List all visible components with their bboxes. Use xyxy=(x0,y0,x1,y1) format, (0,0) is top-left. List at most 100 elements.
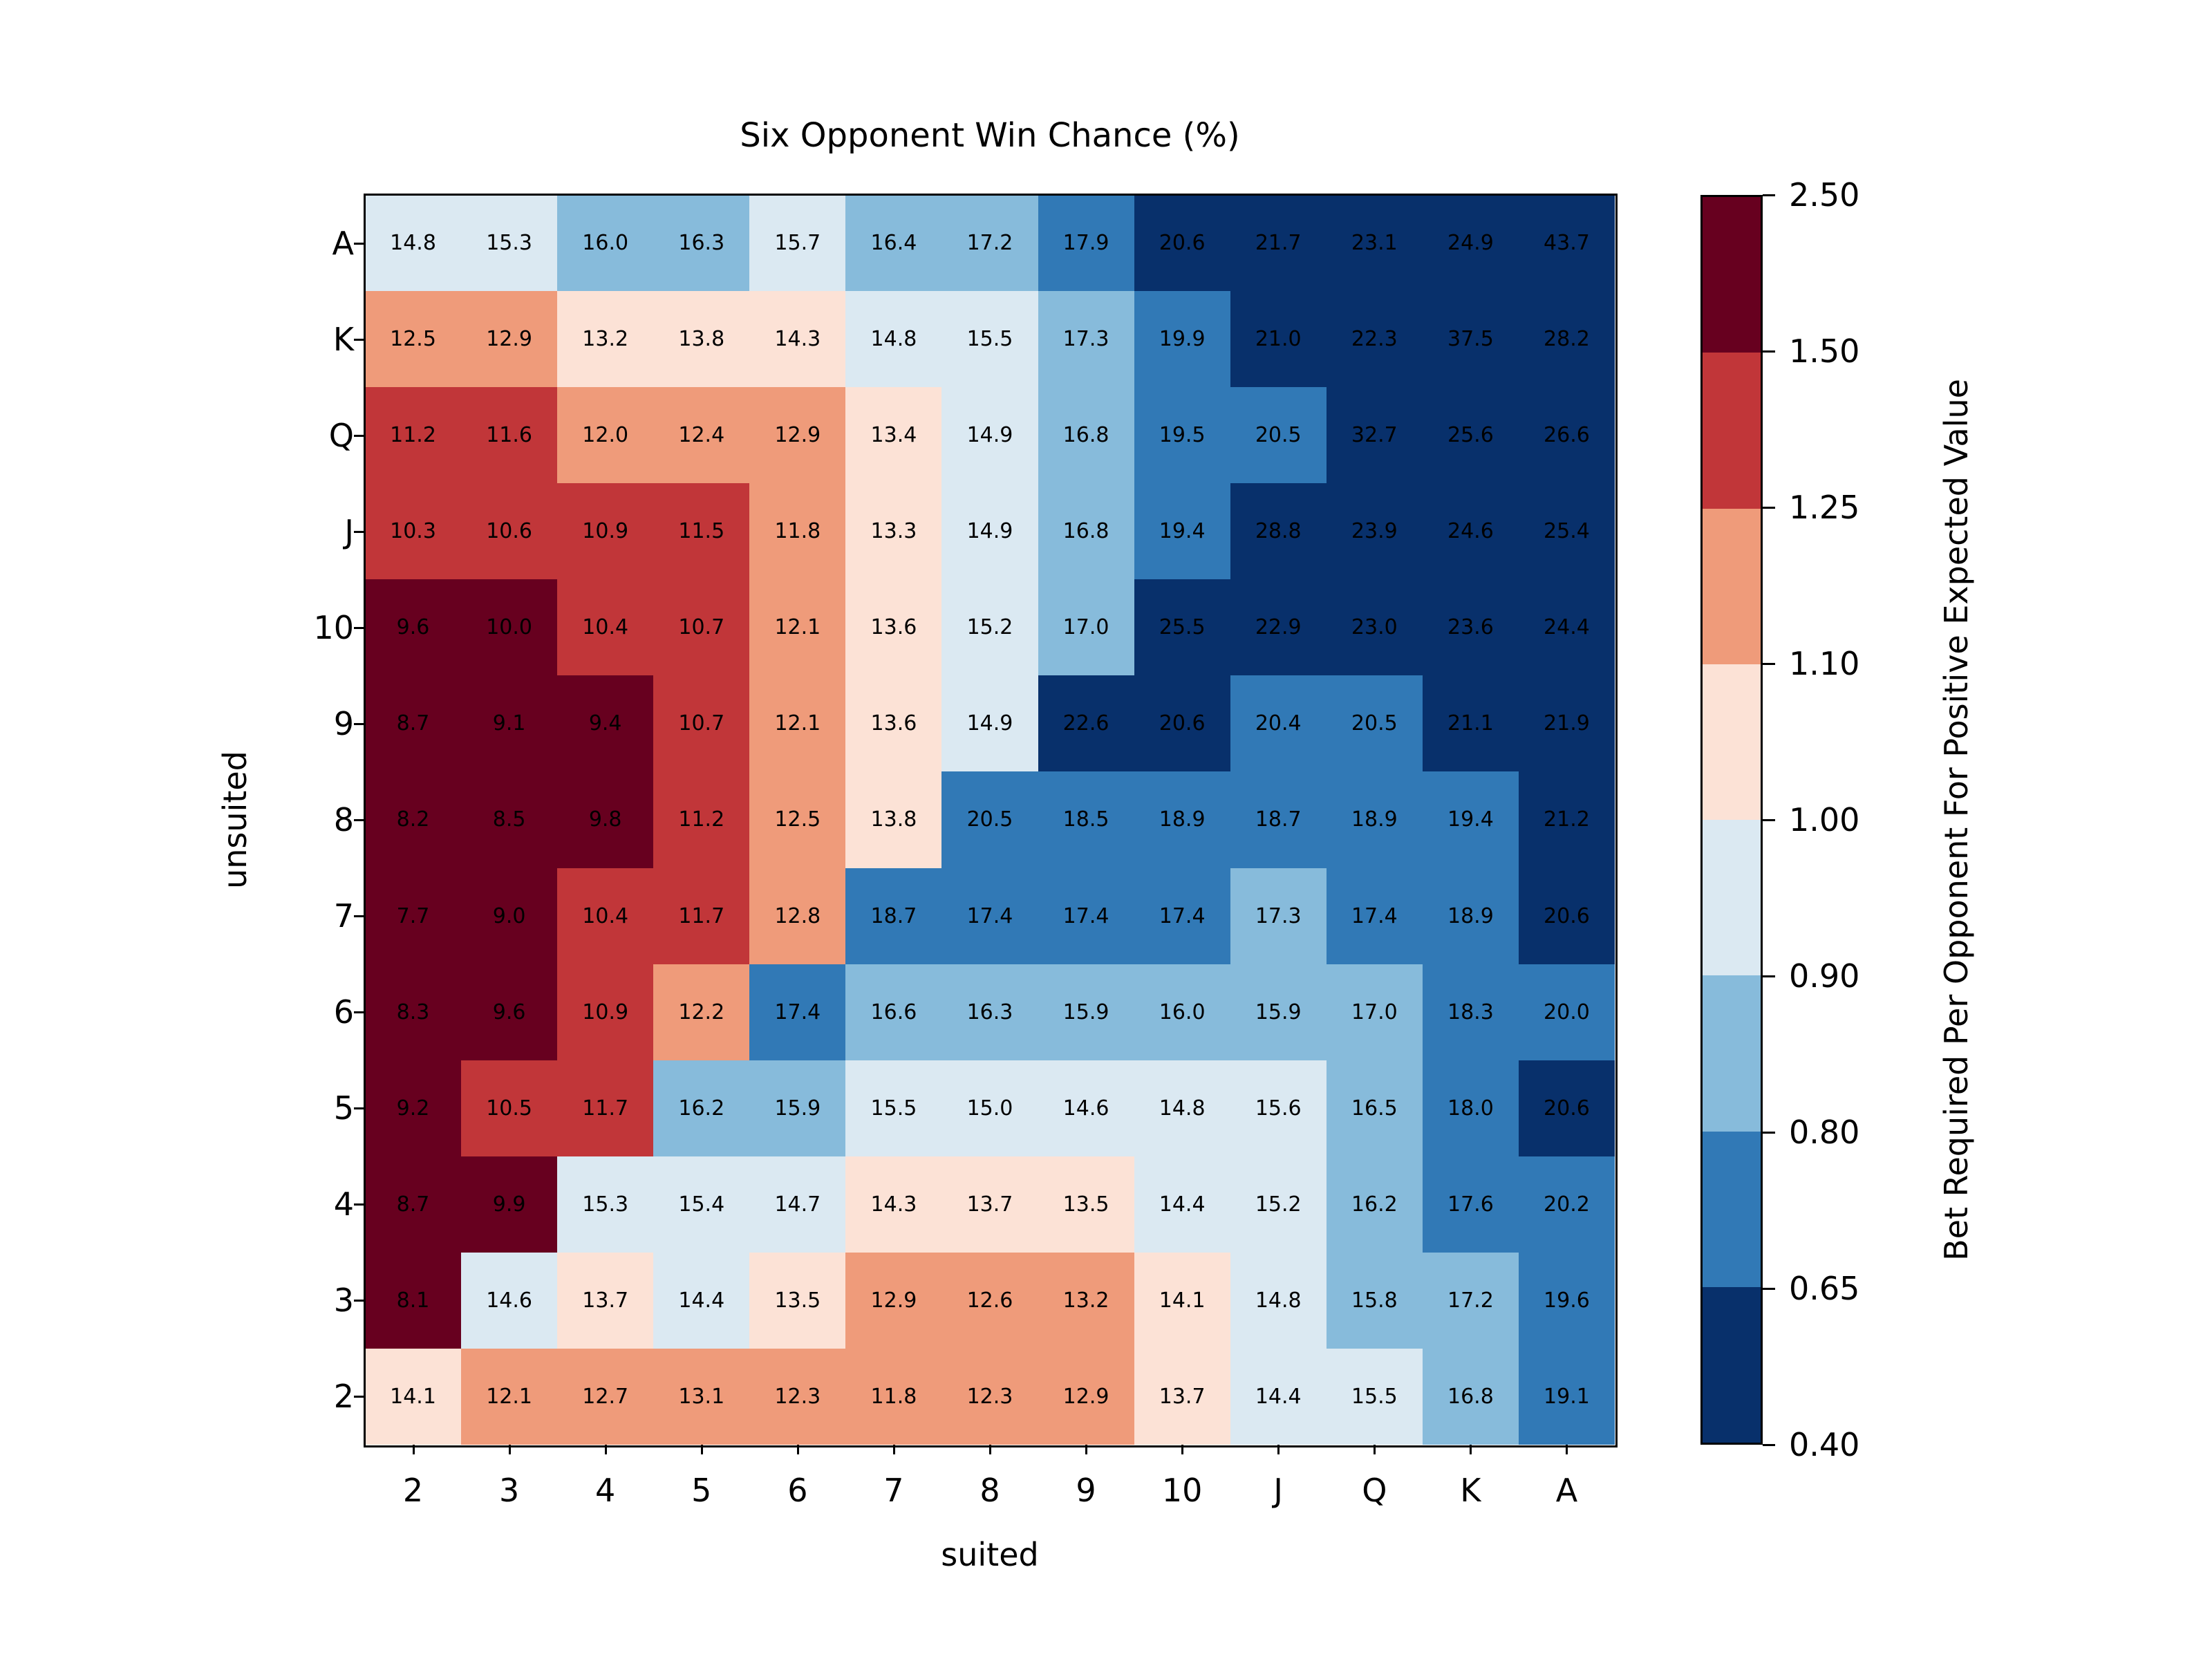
colorbar-tick-mark xyxy=(1763,194,1775,196)
heatmap-cell: 17.2 xyxy=(941,195,1038,292)
heatmap-cell: 7.7 xyxy=(365,868,462,964)
heatmap-cell: 15.2 xyxy=(941,579,1038,676)
heatmap-cell: 9.6 xyxy=(461,964,558,1060)
heatmap-cell: 18.9 xyxy=(1422,868,1519,964)
heatmap-cell: 8.1 xyxy=(365,1252,462,1349)
heatmap-cell: 13.2 xyxy=(1038,1252,1134,1349)
heatmap-cell: 19.4 xyxy=(1134,483,1230,580)
heatmap-cell: 14.9 xyxy=(941,675,1038,772)
y-tick-mark xyxy=(354,626,364,629)
heatmap-cell: 16.5 xyxy=(1326,1060,1423,1156)
colorbar-tick-label: 1.10 xyxy=(1789,645,1860,682)
heatmap-cell: 20.2 xyxy=(1518,1156,1615,1253)
colorbar-tick-label: 1.25 xyxy=(1789,489,1860,526)
heatmap-cell: 15.2 xyxy=(1230,1156,1327,1253)
colorbar-segment xyxy=(1703,1286,1761,1443)
heatmap-cell: 14.3 xyxy=(749,291,846,388)
heatmap-cell: 14.8 xyxy=(1134,1060,1230,1156)
heatmap-cell: 14.4 xyxy=(1230,1348,1327,1445)
x-tick-label: 8 xyxy=(980,1472,1000,1509)
colorbar-tick-label: 1.50 xyxy=(1789,332,1860,370)
heatmap-cell: 14.9 xyxy=(941,483,1038,580)
heatmap-cell: 11.6 xyxy=(461,387,558,484)
heatmap-cell: 13.5 xyxy=(749,1252,846,1349)
heatmap-cell: 15.9 xyxy=(1230,964,1327,1060)
y-tick-label: 7 xyxy=(333,897,354,935)
heatmap-cell: 16.2 xyxy=(1326,1156,1423,1253)
heatmap-cell: 24.6 xyxy=(1422,483,1519,580)
heatmap-cell: 15.5 xyxy=(845,1060,942,1156)
y-tick-mark xyxy=(354,722,364,725)
colorbar-tick-mark xyxy=(1763,819,1775,821)
heatmap-cell: 22.3 xyxy=(1326,291,1423,388)
heatmap-cell: 17.6 xyxy=(1422,1156,1519,1253)
heatmap-cell: 13.7 xyxy=(1134,1348,1230,1445)
heatmap-cell: 15.7 xyxy=(749,195,846,292)
heatmap-cell: 24.4 xyxy=(1518,579,1615,676)
y-tick-mark xyxy=(354,434,364,437)
y-tick-mark xyxy=(354,1011,364,1014)
y-tick-label: 6 xyxy=(333,993,354,1031)
heatmap-cell: 13.3 xyxy=(845,483,942,580)
x-tick-mark xyxy=(1566,1445,1568,1454)
heatmap-cell: 14.6 xyxy=(1038,1060,1134,1156)
colorbar-segment xyxy=(1703,820,1761,976)
x-tick-label: 4 xyxy=(595,1472,616,1509)
heatmap-cell: 19.4 xyxy=(1422,771,1519,868)
heatmap-cell: 12.7 xyxy=(557,1348,654,1445)
heatmap-cell: 8.7 xyxy=(365,675,462,772)
x-tick-mark xyxy=(989,1445,991,1454)
chart-title: Six Opponent Win Chance (%) xyxy=(740,116,1240,155)
heatmap-cell: 20.6 xyxy=(1518,868,1615,964)
heatmap-cell: 12.8 xyxy=(749,868,846,964)
heatmap-cell: 10.4 xyxy=(557,579,654,676)
colorbar-segment xyxy=(1703,1131,1761,1287)
heatmap-cell: 17.4 xyxy=(941,868,1038,964)
heatmap-cell: 16.3 xyxy=(941,964,1038,1060)
y-tick-mark xyxy=(354,1396,364,1398)
heatmap-cell: 9.0 xyxy=(461,868,558,964)
colorbar-tick-label: 0.80 xyxy=(1789,1114,1860,1151)
heatmap-cell: 14.1 xyxy=(365,1348,462,1445)
y-tick-label: 2 xyxy=(333,1378,354,1416)
heatmap-cell: 23.1 xyxy=(1326,195,1423,292)
heatmap-cell: 11.2 xyxy=(365,387,462,484)
heatmap-cell: 12.5 xyxy=(749,771,846,868)
heatmap-cell: 11.7 xyxy=(557,1060,654,1156)
x-tick-mark xyxy=(412,1445,415,1454)
heatmap-cell: 23.6 xyxy=(1422,579,1519,676)
heatmap-cell: 15.0 xyxy=(941,1060,1038,1156)
heatmap-cell: 17.0 xyxy=(1326,964,1423,1060)
heatmap-cell: 8.7 xyxy=(365,1156,462,1253)
heatmap-cell: 17.4 xyxy=(1326,868,1423,964)
heatmap-cell: 21.7 xyxy=(1230,195,1327,292)
y-tick-mark xyxy=(354,530,364,533)
heatmap-cell: 15.6 xyxy=(1230,1060,1327,1156)
heatmap-cell: 16.8 xyxy=(1422,1348,1519,1445)
colorbar-tick-label: 0.40 xyxy=(1789,1426,1860,1463)
heatmap-cell: 14.8 xyxy=(845,291,942,388)
y-tick-label: 3 xyxy=(333,1282,354,1320)
heatmap-cell: 13.5 xyxy=(1038,1156,1134,1253)
heatmap-cell: 16.0 xyxy=(1134,964,1230,1060)
heatmap-cell: 28.8 xyxy=(1230,483,1327,580)
heatmap-cell: 21.9 xyxy=(1518,675,1615,772)
heatmap-cell: 17.9 xyxy=(1038,195,1134,292)
x-tick-mark xyxy=(1085,1445,1088,1454)
colorbar-tick-mark xyxy=(1763,1444,1775,1446)
heatmap-cell: 14.1 xyxy=(1134,1252,1230,1349)
heatmap-cell: 25.6 xyxy=(1422,387,1519,484)
heatmap-cell: 14.8 xyxy=(1230,1252,1327,1349)
heatmap-cell: 21.1 xyxy=(1422,675,1519,772)
colorbar-tick-label: 1.00 xyxy=(1789,801,1860,838)
heatmap-cell: 18.7 xyxy=(1230,771,1327,868)
heatmap-cell: 17.4 xyxy=(749,964,846,1060)
heatmap-cell: 13.1 xyxy=(653,1348,750,1445)
heatmap-cell: 12.9 xyxy=(461,291,558,388)
x-tick-label: 9 xyxy=(1076,1472,1096,1509)
heatmap-cell: 10.6 xyxy=(461,483,558,580)
heatmap-cell: 32.7 xyxy=(1326,387,1423,484)
heatmap-cell: 12.1 xyxy=(749,675,846,772)
heatmap-cell: 18.7 xyxy=(845,868,942,964)
heatmap-cell: 13.8 xyxy=(845,771,942,868)
